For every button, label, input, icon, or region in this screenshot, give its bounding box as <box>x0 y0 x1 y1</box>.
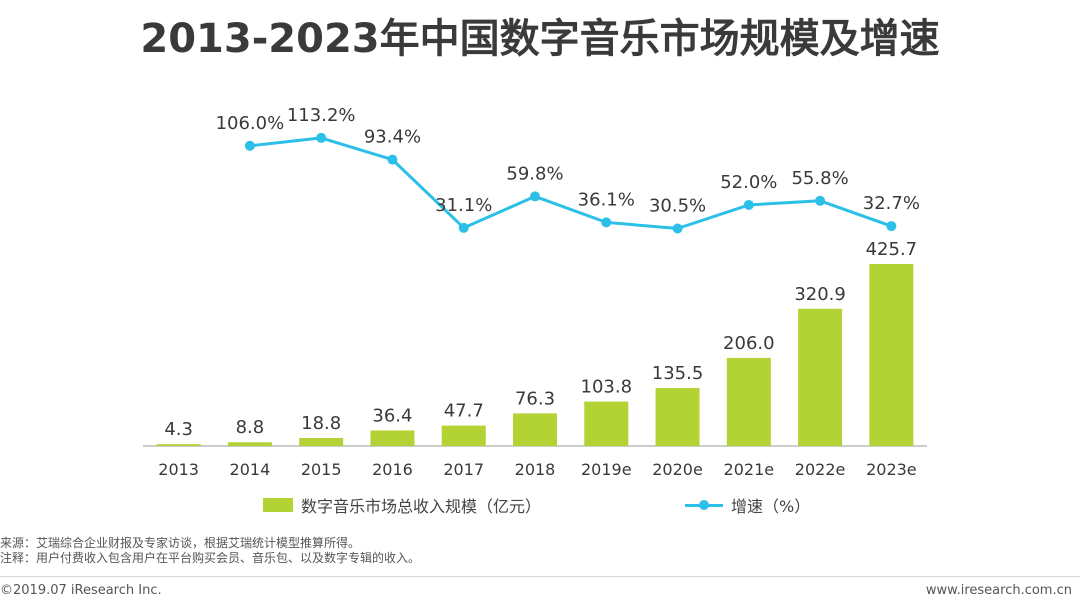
footer-divider <box>0 576 1080 577</box>
growth-label-2022e: 55.8% <box>791 168 848 189</box>
legend-bar-label: 数字音乐市场总收入规模（亿元） <box>301 497 542 516</box>
bar-2019e <box>584 401 629 446</box>
legend-line-label: 增速（%） <box>731 497 811 516</box>
growth-point-2016 <box>387 154 398 165</box>
growth-label-2021e: 52.0% <box>720 172 777 193</box>
bar-value-label-2020e: 135.5 <box>652 363 704 384</box>
growth-label-2014: 106.0% <box>216 113 285 134</box>
x-tick-label-2020e: 2020e <box>652 460 703 479</box>
growth-point-2015 <box>316 132 327 143</box>
bar-value-label-2017: 47.7 <box>444 401 484 422</box>
growth-point-2019e <box>601 217 612 228</box>
x-tick-label-2019e: 2019e <box>581 460 632 479</box>
x-tick-label-2023e: 2023e <box>866 460 917 479</box>
bar-2016 <box>370 430 415 446</box>
legend-bar-swatch <box>263 498 293 512</box>
chart-title: 2013-2023年中国数字音乐市场规模及增速 <box>140 16 940 62</box>
x-tick-label-2021e: 2021e <box>724 460 775 479</box>
growth-label-2019e: 36.1% <box>578 189 635 210</box>
growth-label-2018: 59.8% <box>506 163 563 184</box>
growth-label-2023e: 32.7% <box>863 193 920 214</box>
growth-point-2018 <box>530 191 540 202</box>
x-tick-label-2017: 2017 <box>443 460 484 479</box>
growth-point-2022e <box>815 195 826 206</box>
growth-point-2017 <box>458 222 469 233</box>
bar-2020e <box>655 388 700 446</box>
bar-value-label-2018: 76.3 <box>515 388 555 409</box>
growth-point-2021e <box>743 199 754 210</box>
bar-value-label-2019e: 103.8 <box>581 377 633 398</box>
growth-label-2017: 31.1% <box>435 195 492 216</box>
source-notes: 来源：艾瑞综合企业财报及专家访谈，根据艾瑞统计模型推算所得。 注释：用户付费收入… <box>0 536 420 566</box>
growth-label-2020e: 30.5% <box>649 196 706 217</box>
growth-point-2020e <box>672 223 683 234</box>
bar-2017 <box>441 425 486 446</box>
bar-value-label-2013: 4.3 <box>164 419 193 440</box>
growth-label-2015: 113.2% <box>287 105 356 126</box>
bar-2015 <box>299 437 344 446</box>
bar-2023e <box>869 264 914 446</box>
growth-point-2023e <box>886 221 897 232</box>
bar-value-label-2022e: 320.9 <box>794 284 846 305</box>
growth-line <box>249 136 892 230</box>
bar-2014 <box>227 442 272 446</box>
bar-value-label-2015: 18.8 <box>301 413 341 434</box>
bar-value-label-2016: 36.4 <box>372 405 412 426</box>
website: www.iresearch.com.cn <box>925 583 1072 598</box>
copyright: ©2019.07 iResearch Inc. <box>0 583 162 598</box>
source-text: 来源：艾瑞综合企业财报及专家访谈，根据艾瑞统计模型推算所得。 <box>0 536 361 550</box>
bar-2021e <box>726 357 771 446</box>
legend-item-revenue: 数字音乐市场总收入规模（亿元） <box>263 493 541 517</box>
legend-item-growth: 增速（%） <box>685 493 810 517</box>
growth-point-2014 <box>244 140 255 151</box>
x-tick-label-2018: 2018 <box>515 460 556 479</box>
bar-value-label-2014: 8.8 <box>236 417 265 438</box>
growth-label-2016: 93.4% <box>364 127 421 148</box>
legend-line-swatch <box>685 499 723 511</box>
x-tick-label-2022e: 2022e <box>795 460 846 479</box>
x-tick-label-2015: 2015 <box>301 460 342 479</box>
note-text: 注释：用户付费收入包含用户在平台购买会员、音乐包、以及数字专辑的收入。 <box>0 551 421 565</box>
bar-value-label-2023e: 425.7 <box>866 239 918 260</box>
x-tick-label-2014: 2014 <box>230 460 271 479</box>
bar-2022e <box>798 308 843 446</box>
bar-2018 <box>513 413 557 446</box>
bar-value-label-2021e: 206.0 <box>723 333 775 354</box>
x-tick-label-2013: 2013 <box>158 460 199 479</box>
x-tick-label-2016: 2016 <box>372 460 413 479</box>
bar-2013 <box>156 444 201 446</box>
